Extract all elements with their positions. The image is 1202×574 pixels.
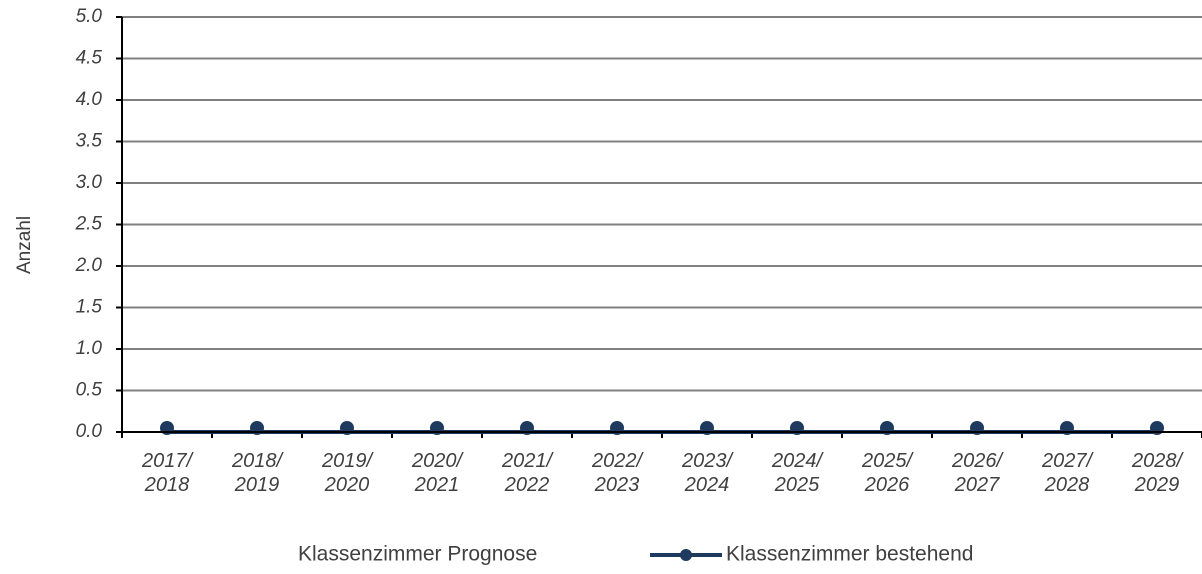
x-tick-label: 2025/ 2026: [861, 450, 913, 496]
y-tick-label: 4.0: [76, 89, 103, 110]
x-tick-label: 2023/ 2024: [681, 450, 733, 496]
y-tick-label: 3.5: [76, 131, 103, 152]
x-tick-label: 2017/ 2018: [141, 450, 193, 496]
x-tick-label: 2026/ 2027: [951, 450, 1003, 496]
y-tick-label: 2.0: [75, 255, 103, 276]
y-tick-label: 4.5: [76, 48, 103, 69]
y-axis-label: Anzahl: [14, 216, 35, 274]
y-tick-label: 1.5: [76, 297, 103, 318]
x-tick-label: 2027/ 2028: [1041, 450, 1093, 496]
y-tick-label: 5.0: [76, 6, 103, 27]
x-tick-label: 2028/ 2029: [1131, 450, 1183, 496]
y-tick-label: 3.0: [76, 172, 103, 193]
y-tick-label: 1.0: [76, 338, 103, 359]
x-tick-label: 2022/ 2023: [591, 450, 643, 496]
legend-label: Klassenzimmer Prognose: [298, 543, 537, 566]
x-tick-label: 2021/ 2022: [501, 450, 553, 496]
x-tick-label: 2018/ 2019: [231, 450, 283, 496]
x-tick-label: 2020/ 2021: [411, 450, 463, 496]
y-tick-label: 0.5: [76, 380, 103, 401]
y-tick-label: 0.0: [76, 421, 103, 442]
x-tick-label: 2019/ 2020: [321, 450, 373, 496]
x-tick-label: 2024/ 2025: [771, 450, 823, 496]
legend-label: Klassenzimmer bestehend: [726, 543, 973, 566]
legend-marker: [680, 549, 692, 561]
y-tick-label: 2.5: [75, 214, 103, 235]
